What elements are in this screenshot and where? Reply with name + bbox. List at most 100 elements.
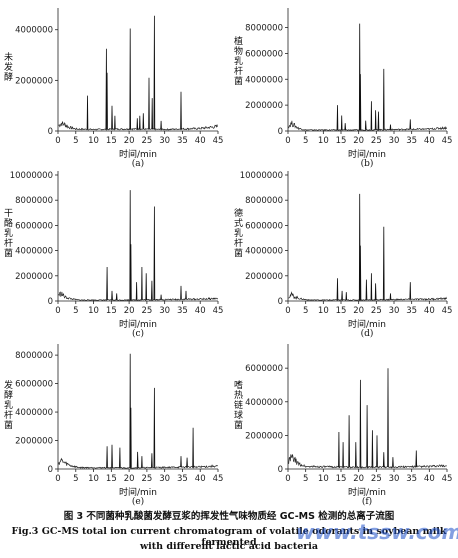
x-tick-label: 30 <box>389 136 400 146</box>
y-tick-label: 10000000 <box>10 171 53 181</box>
x-tick-label: 40 <box>424 474 435 484</box>
x-tick-label: 15 <box>336 136 347 146</box>
chromatogram-peak <box>153 206 156 300</box>
x-tick-label: 30 <box>389 474 400 484</box>
chromatogram-peak <box>180 91 182 130</box>
chromatogram-peak <box>180 285 182 300</box>
x-tick-label: 10 <box>88 306 99 316</box>
chromatogram-peak <box>186 457 188 468</box>
x-tick-label: 5 <box>303 306 308 316</box>
y-tick-label: 8000000 <box>245 24 283 34</box>
y-tick-label: 0 <box>48 127 53 137</box>
chromatogram-peak <box>370 273 373 300</box>
y-tick-label: 6000000 <box>245 221 283 231</box>
chromatogram-peak <box>342 442 344 468</box>
chart-b-svg: 0 2000000 4000000 6000000 8000000 0 5 10 15 20 25 3… <box>245 8 453 146</box>
y-axis-label: 嗜热链球菌 <box>232 380 242 430</box>
chromatogram-peak <box>139 115 141 130</box>
chromatogram-peak <box>364 120 367 130</box>
x-tick-label: 30 <box>159 474 170 484</box>
y-tick-label: 0 <box>48 297 53 307</box>
panel-label: (c) <box>131 329 145 339</box>
panel-f: 嗜热链球菌 0 2000000 4000000 6000000 0 5 10 15 20 25 30… <box>229 340 458 508</box>
chromatogram-peak <box>192 427 194 468</box>
y-tick-label: 10000000 <box>240 171 283 181</box>
panel-e: 发酵乳杆菌 0 2000000 4000000 6000000 8000000 0 5 10 1… <box>0 340 229 508</box>
y-axis-label: 干酪乳杆菌 <box>2 208 12 258</box>
x-tick-label: 20 <box>353 306 364 316</box>
chromatogram-peak <box>359 74 362 130</box>
chromatogram-peak <box>111 105 113 130</box>
x-tick-label: 40 <box>195 474 206 484</box>
chromatogram-peak <box>136 451 139 468</box>
chromatogram-peak <box>115 293 118 301</box>
y-tick-label: 2000000 <box>15 76 53 86</box>
y-tick-label: 8000000 <box>15 196 53 206</box>
chromatogram-peak <box>344 123 347 131</box>
chromatogram-peak <box>409 119 412 130</box>
x-tick-label: 0 <box>55 306 60 316</box>
chromatogram-peak <box>387 368 389 468</box>
watermark-logo: www.tssw.com <box>296 520 458 544</box>
chromatogram-peak <box>382 68 385 130</box>
panel-label: (a) <box>131 159 145 169</box>
figure-caption-en-line1: Fig.3 GC-MS total ion current chromatogr… <box>11 526 447 548</box>
chromatogram-peak <box>151 453 153 468</box>
x-tick-label: 25 <box>141 474 152 484</box>
panel-label: (d) <box>360 329 374 339</box>
y-tick-label: 2000000 <box>245 101 283 111</box>
figure-caption-zh: 图 3 不同菌种乳酸菌发酵豆浆的挥发性气味物质经 GC-MS 检测的总离子流图 <box>63 511 395 522</box>
chromatogram-peak <box>336 278 339 301</box>
x-tick-label: 5 <box>303 474 308 484</box>
chromatogram-peak <box>141 266 143 300</box>
y-tick-label: 4000000 <box>15 26 53 36</box>
x-tick-label: 20 <box>124 136 135 146</box>
chromatogram-peak <box>106 446 108 468</box>
x-tick-label: 0 <box>55 136 60 146</box>
chromatogram-peak <box>111 290 113 301</box>
y-axis-label: 植物乳杆菌 <box>232 36 242 86</box>
x-tick-label: 40 <box>195 136 206 146</box>
x-tick-label: 5 <box>303 136 308 146</box>
chromatogram-peak <box>389 124 392 130</box>
x-tick-label: 20 <box>124 306 135 316</box>
x-tick-label: 5 <box>73 306 78 316</box>
x-tick-label: 25 <box>371 306 382 316</box>
x-tick-label: 15 <box>106 474 117 484</box>
chromatogram-peak <box>376 435 378 468</box>
x-tick-label: 45 <box>442 136 453 146</box>
x-tick-label: 15 <box>336 306 347 316</box>
x-tick-label: 45 <box>442 474 453 484</box>
chromatogram-peak <box>130 407 132 468</box>
chromatogram-peak <box>142 113 145 130</box>
x-tick-label: 10 <box>318 474 329 484</box>
chromatogram-peak <box>86 95 89 130</box>
x-tick-label: 40 <box>424 136 435 146</box>
x-tick-label: 5 <box>73 474 78 484</box>
chromatogram-peak <box>348 415 350 468</box>
chromatogram-baseline <box>288 291 447 301</box>
x-tick-label: 15 <box>106 306 117 316</box>
chromatogram-peak <box>355 442 357 468</box>
chromatogram-peak <box>345 292 348 301</box>
x-tick-label: 35 <box>406 306 417 316</box>
chromatogram-peak <box>160 120 162 130</box>
y-tick-label: 8000000 <box>245 196 283 206</box>
y-tick-label: 4000000 <box>245 75 283 85</box>
chromatogram-peak <box>129 28 131 130</box>
x-tick-label: 0 <box>55 474 60 484</box>
x-tick-label: 15 <box>106 136 117 146</box>
x-tick-label: 45 <box>213 136 224 146</box>
chromatogram-peak <box>153 387 156 468</box>
x-tick-label: 25 <box>371 474 382 484</box>
y-tick-label: 6000000 <box>245 364 283 374</box>
x-tick-label: 5 <box>73 136 78 146</box>
chromatogram-peak <box>374 283 377 300</box>
chromatogram-peak <box>141 456 143 468</box>
y-axis-label: 未发酵 <box>2 52 12 82</box>
x-axis-label: 时间/min <box>118 150 157 160</box>
y-tick-label: 6000000 <box>245 49 283 59</box>
